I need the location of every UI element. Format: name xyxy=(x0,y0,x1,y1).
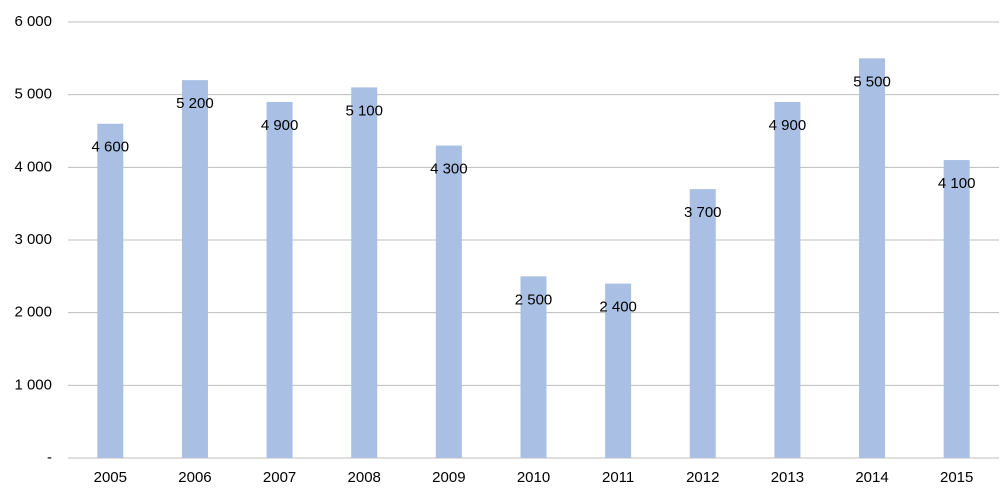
bar xyxy=(181,80,208,458)
bar xyxy=(605,283,632,458)
value-label: 2 400 xyxy=(599,299,637,316)
value-label: 2 500 xyxy=(515,291,553,308)
y-tick-label: 5 000 xyxy=(14,86,52,103)
y-tick-label: 1 000 xyxy=(14,376,52,393)
value-label: 4 600 xyxy=(92,139,130,156)
value-label: 4 900 xyxy=(261,117,299,134)
x-tick-label: 2005 xyxy=(94,469,127,486)
value-label: 5 200 xyxy=(176,95,214,112)
bar xyxy=(689,189,716,458)
value-label: 4 300 xyxy=(430,161,468,178)
value-label: 5 500 xyxy=(853,73,891,90)
x-tick-label: 2014 xyxy=(855,469,888,486)
value-label: 4 100 xyxy=(938,175,976,192)
value-label: 3 700 xyxy=(684,204,722,221)
y-tick-label: 6 000 xyxy=(14,13,52,30)
bar xyxy=(943,160,970,459)
bar xyxy=(97,123,124,458)
y-tick-label: 2 000 xyxy=(14,304,52,321)
x-tick-label: 2015 xyxy=(940,469,973,486)
x-tick-label: 2008 xyxy=(348,469,381,486)
y-tick-label: - xyxy=(47,449,52,466)
bar xyxy=(859,58,886,458)
y-tick-label: 4 000 xyxy=(14,158,52,175)
x-tick-label: 2006 xyxy=(178,469,211,486)
bar xyxy=(435,145,462,459)
value-label: 4 900 xyxy=(769,117,807,134)
y-tick-label: 3 000 xyxy=(14,231,52,248)
value-label: 5 100 xyxy=(345,102,383,119)
x-tick-label: 2011 xyxy=(602,469,634,486)
x-tick-label: 2007 xyxy=(263,469,296,486)
x-tick-label: 2012 xyxy=(686,469,719,486)
x-tick-label: 2010 xyxy=(517,469,550,486)
bar xyxy=(266,101,293,458)
bar xyxy=(774,101,801,458)
bar xyxy=(351,87,378,459)
x-tick-label: 2009 xyxy=(432,469,465,486)
x-tick-label: 2013 xyxy=(771,469,804,486)
bar xyxy=(520,276,547,458)
